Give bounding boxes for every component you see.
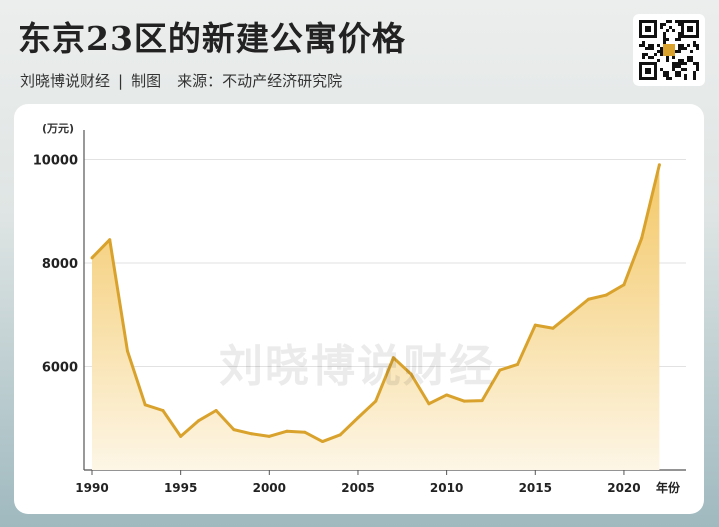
data-point [622, 283, 626, 287]
chart-card: 6000 8000 10000 1990 1995 2000 2005 2010 2015 202… [14, 104, 704, 514]
x-tick-label: 2010 [430, 481, 463, 495]
x-tick-label: 2015 [519, 481, 552, 495]
data-point [267, 434, 271, 438]
data-point [480, 399, 484, 403]
x-axis-label: 年份 [656, 480, 681, 495]
data-point [356, 416, 360, 420]
data-point [161, 408, 165, 412]
data-point [196, 419, 200, 423]
y-unit-label: (万元) [42, 122, 74, 135]
data-point [427, 402, 431, 406]
x-tick-label: 1995 [164, 481, 197, 495]
x-tick-label: 1990 [75, 481, 108, 495]
data-point [179, 434, 183, 438]
source-label: 来源：不动产经济研究院 [177, 72, 343, 90]
data-point [516, 362, 520, 366]
data-point [533, 323, 537, 327]
data-point [640, 236, 644, 240]
data-point [657, 163, 661, 167]
data-point [445, 393, 449, 397]
data-point [551, 326, 555, 330]
made-label: 制图 [131, 72, 162, 90]
data-point [321, 440, 325, 444]
data-point [498, 368, 502, 372]
x-tick-label: 2005 [341, 481, 374, 495]
data-point [143, 403, 147, 407]
data-point [90, 256, 94, 260]
area-fill [92, 164, 660, 470]
data-point [604, 293, 608, 297]
data-point [108, 238, 112, 242]
y-tick-label: 8000 [42, 257, 78, 272]
area-chart: 6000 8000 10000 1990 1995 2000 2005 2010 2015 202… [33, 122, 686, 495]
subtitle: 刘晓博说财经 | 制图 来源：不动产经济研究院 [20, 70, 342, 91]
data-point [285, 429, 289, 433]
watermark: 刘晓博说财经 [219, 341, 495, 392]
y-tick-label: 6000 [42, 361, 78, 376]
qr-code-icon [633, 14, 705, 86]
data-point [250, 432, 254, 436]
data-point [569, 312, 573, 316]
data-point [125, 349, 129, 353]
data-point [374, 399, 378, 403]
data-point [391, 356, 395, 360]
chart-title: 东京23区的新建公寓价格 [18, 19, 406, 58]
author-label: 刘晓博说财经 [20, 72, 111, 90]
data-point [409, 372, 413, 376]
data-point [462, 399, 466, 403]
data-point [338, 433, 342, 437]
x-tick-label: 2000 [253, 481, 286, 495]
separator: | [118, 72, 124, 90]
data-point [214, 408, 218, 412]
data-point [232, 428, 236, 432]
x-tick-label: 2020 [607, 481, 640, 495]
y-tick-label: 10000 [33, 154, 78, 169]
data-point [303, 430, 307, 434]
data-point [586, 297, 590, 301]
